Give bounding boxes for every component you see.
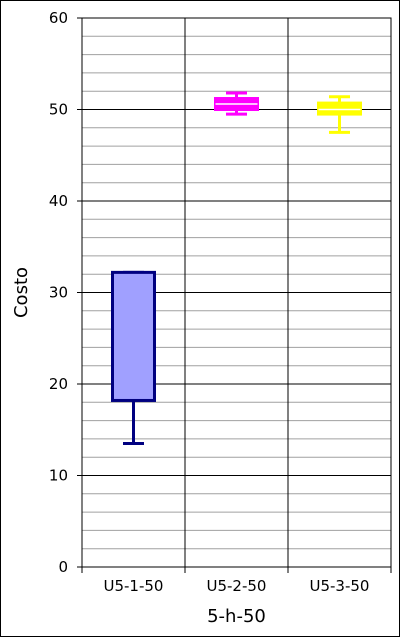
y-tick-label: 40 (49, 192, 68, 210)
x-tick-label: U5-3-50 (310, 577, 370, 595)
y-tick-label: 60 (49, 9, 68, 27)
y-tick-label: 0 (58, 558, 68, 576)
y-axis-label: Costo (11, 267, 32, 318)
y-tick-label: 30 (49, 284, 68, 302)
axis-ticks: 0 10 20 30 40 50 60 U5-1-50 U5-2-50 U5-3-50 (49, 9, 392, 595)
iqr-box (111, 270, 156, 402)
y-tick-label: 20 (49, 375, 68, 393)
x-tick-label: U5-2-50 (207, 577, 267, 595)
x-axis-label: 5-h-50 (207, 606, 266, 627)
y-tick-label: 10 (49, 467, 68, 485)
iqr-box (317, 101, 362, 116)
y-tick-label: 50 (49, 101, 68, 119)
x-tick-label: U5-1-50 (104, 577, 164, 595)
boxes (111, 91, 362, 445)
